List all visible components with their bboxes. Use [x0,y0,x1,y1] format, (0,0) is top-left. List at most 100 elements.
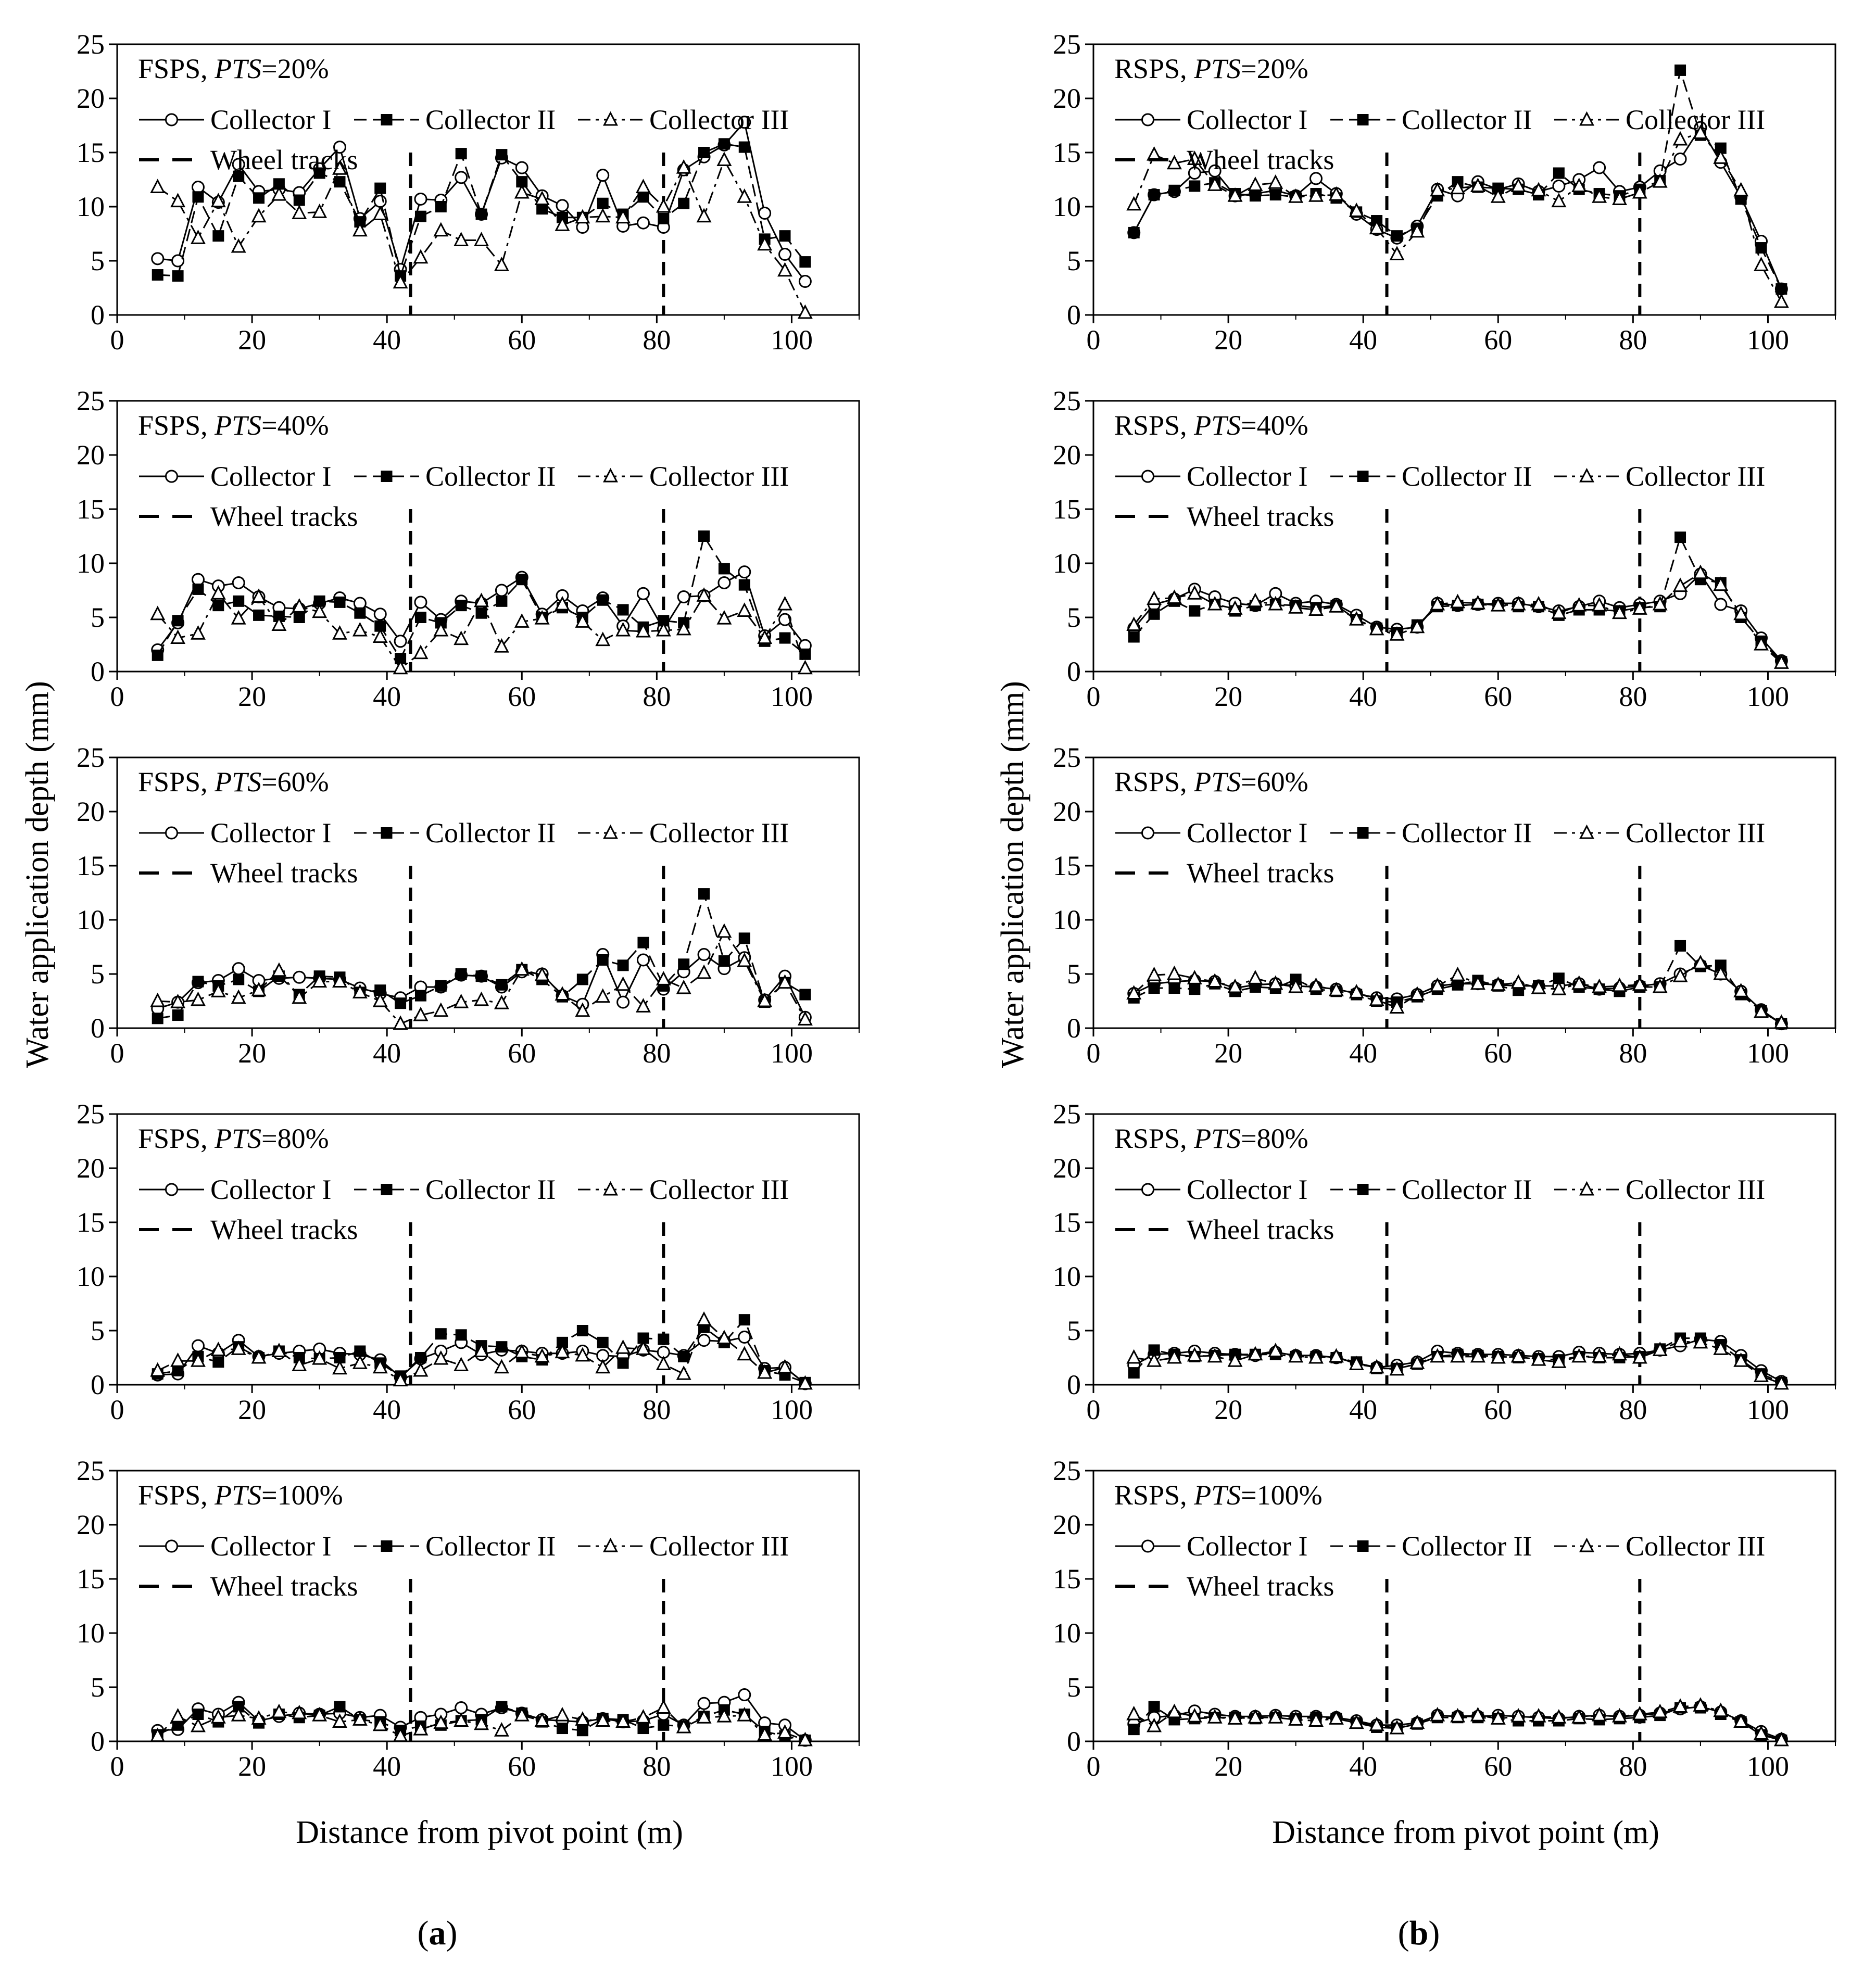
data-point-collector-ii [1128,631,1140,643]
y-tick-label: 0 [91,1013,105,1044]
x-tick-label: 40 [373,324,401,356]
data-point-collector-iii [190,230,206,244]
data-point-collector-i [373,608,387,621]
data-point-collector-iii [1632,600,1647,615]
data-point-collector-ii [1776,283,1787,295]
panel-title: RSPS, PTS=80% [1114,1123,1308,1154]
data-point-collector-i [636,587,650,600]
x-tick-label: 100 [771,681,813,712]
data-point-collector-ii [678,958,690,970]
data-point-collector-iii [1166,1349,1182,1364]
y-tick-label: 0 [1067,1369,1081,1400]
y-tick-label: 15 [1053,137,1081,168]
legend-label-collector-iii: Collector III [649,104,789,135]
data-point-collector-i [738,1688,751,1702]
data-point-collector-iii [1248,970,1263,984]
x-tick-label: 40 [373,1394,401,1425]
data-point-collector-iii [1490,188,1506,203]
x-tick-label: 20 [238,324,266,356]
data-point-collector-iii [1430,1706,1445,1722]
data-point-collector-ii [1168,982,1180,994]
data-point-collector-ii [1674,532,1686,543]
x-tick-label: 20 [1214,1751,1242,1782]
data-point-collector-iii [1308,977,1324,992]
data-point-collector-i [353,597,367,610]
data-point-collector-iii [696,587,712,602]
data-point-collector-ii [779,230,791,242]
data-point-collector-i [495,584,508,597]
data-point-collector-ii [212,600,224,612]
legend-label-collector-i: Collector I [1187,461,1307,492]
data-point-collector-iii [1531,596,1546,611]
plot-frame [1092,400,1836,673]
legend-label-collector-ii: Collector II [425,461,556,492]
plot-frame [116,43,860,316]
legend-marker-collector-iii [603,467,618,483]
y-tick-label: 25 [1053,1098,1081,1130]
legend-marker-collector-i [165,113,178,127]
data-point-collector-iii [1288,1711,1304,1726]
data-point-collector-iii [231,238,246,253]
data-point-collector-ii [414,990,426,1002]
data-point-collector-iii [676,979,691,994]
plot-frame [1092,756,1836,1029]
data-point-collector-ii [172,270,184,282]
data-point-collector-iii [1308,1349,1324,1364]
plot-frame [116,1470,860,1742]
legend-marker-collector-ii [1357,114,1369,125]
x-tick-label: 100 [1747,681,1789,712]
x-tick-label: 100 [1747,324,1789,356]
data-point-collector-iii [271,616,287,631]
x-tick-label: 80 [1619,1751,1647,1782]
legend-label-wheel-tracks: Wheel tracks [210,1214,358,1245]
plot-frame [1092,43,1836,316]
data-point-collector-iii [271,186,287,201]
data-point-collector-ii [1492,182,1504,194]
data-point-collector-ii [536,203,548,215]
data-point-collector-iii [1773,1014,1789,1029]
series-line-collector-ii [157,1705,805,1741]
data-point-collector-iii [372,1716,388,1731]
data-point-collector-iii [393,1015,408,1030]
data-point-collector-iii [150,605,166,621]
panel-10: 0 5 10 15 20 25 0 20 40 60 80 100 RSPS, PTS=100% Coll… [1053,1455,1836,1782]
y-tick-label: 25 [1053,742,1081,773]
legend-label-collector-i: Collector I [210,461,331,492]
data-point-collector-iii [1409,1355,1425,1369]
x-tick-label: 100 [771,1038,813,1069]
data-point-collector-iii [615,1713,631,1728]
panel-1: 0 5 10 15 20 25 0 20 40 60 80 100 FSPS, PTS=20% Colle… [77,29,860,356]
panel-title: FSPS, PTS=100% [138,1479,343,1511]
data-point-collector-iii [1754,636,1769,651]
y-tick-label: 10 [77,1617,105,1649]
data-point-collector-i [778,248,791,261]
data-point-collector-ii [1249,190,1261,202]
panel-title-pts: PTS [214,53,261,84]
data-point-collector-iii [555,1706,570,1722]
series-line-collector-iii [1133,1704,1782,1741]
data-point-collector-iii [1713,1340,1729,1355]
data-point-collector-iii [474,1343,489,1358]
data-point-collector-ii [496,979,508,991]
data-point-collector-iii [150,1362,166,1377]
x-tick-label: 0 [110,681,124,712]
y-tick-label: 0 [1067,299,1081,331]
x-axis-title-left: Distance from pivot point (m) [296,1815,683,1850]
panel-title-pts: PTS [1193,53,1241,84]
data-point-collector-ii [1391,230,1403,242]
panel-title-pts: PTS [214,766,261,798]
data-point-collector-i [1188,167,1201,180]
data-point-collector-ii [1148,608,1160,620]
data-point-collector-ii [233,170,245,182]
data-point-collector-ii [738,141,750,153]
data-point-collector-iii [1349,1356,1364,1370]
data-point-collector-iii [737,602,752,617]
data-point-collector-i [738,565,751,579]
data-point-collector-ii [334,176,346,188]
y-tick-label: 0 [1067,1013,1081,1044]
data-point-collector-iii [1328,186,1344,201]
x-tick-label: 80 [1619,681,1647,712]
panel-title-value: =20% [261,53,329,84]
data-point-collector-iii [1328,1710,1344,1725]
data-point-collector-ii [1189,605,1201,617]
